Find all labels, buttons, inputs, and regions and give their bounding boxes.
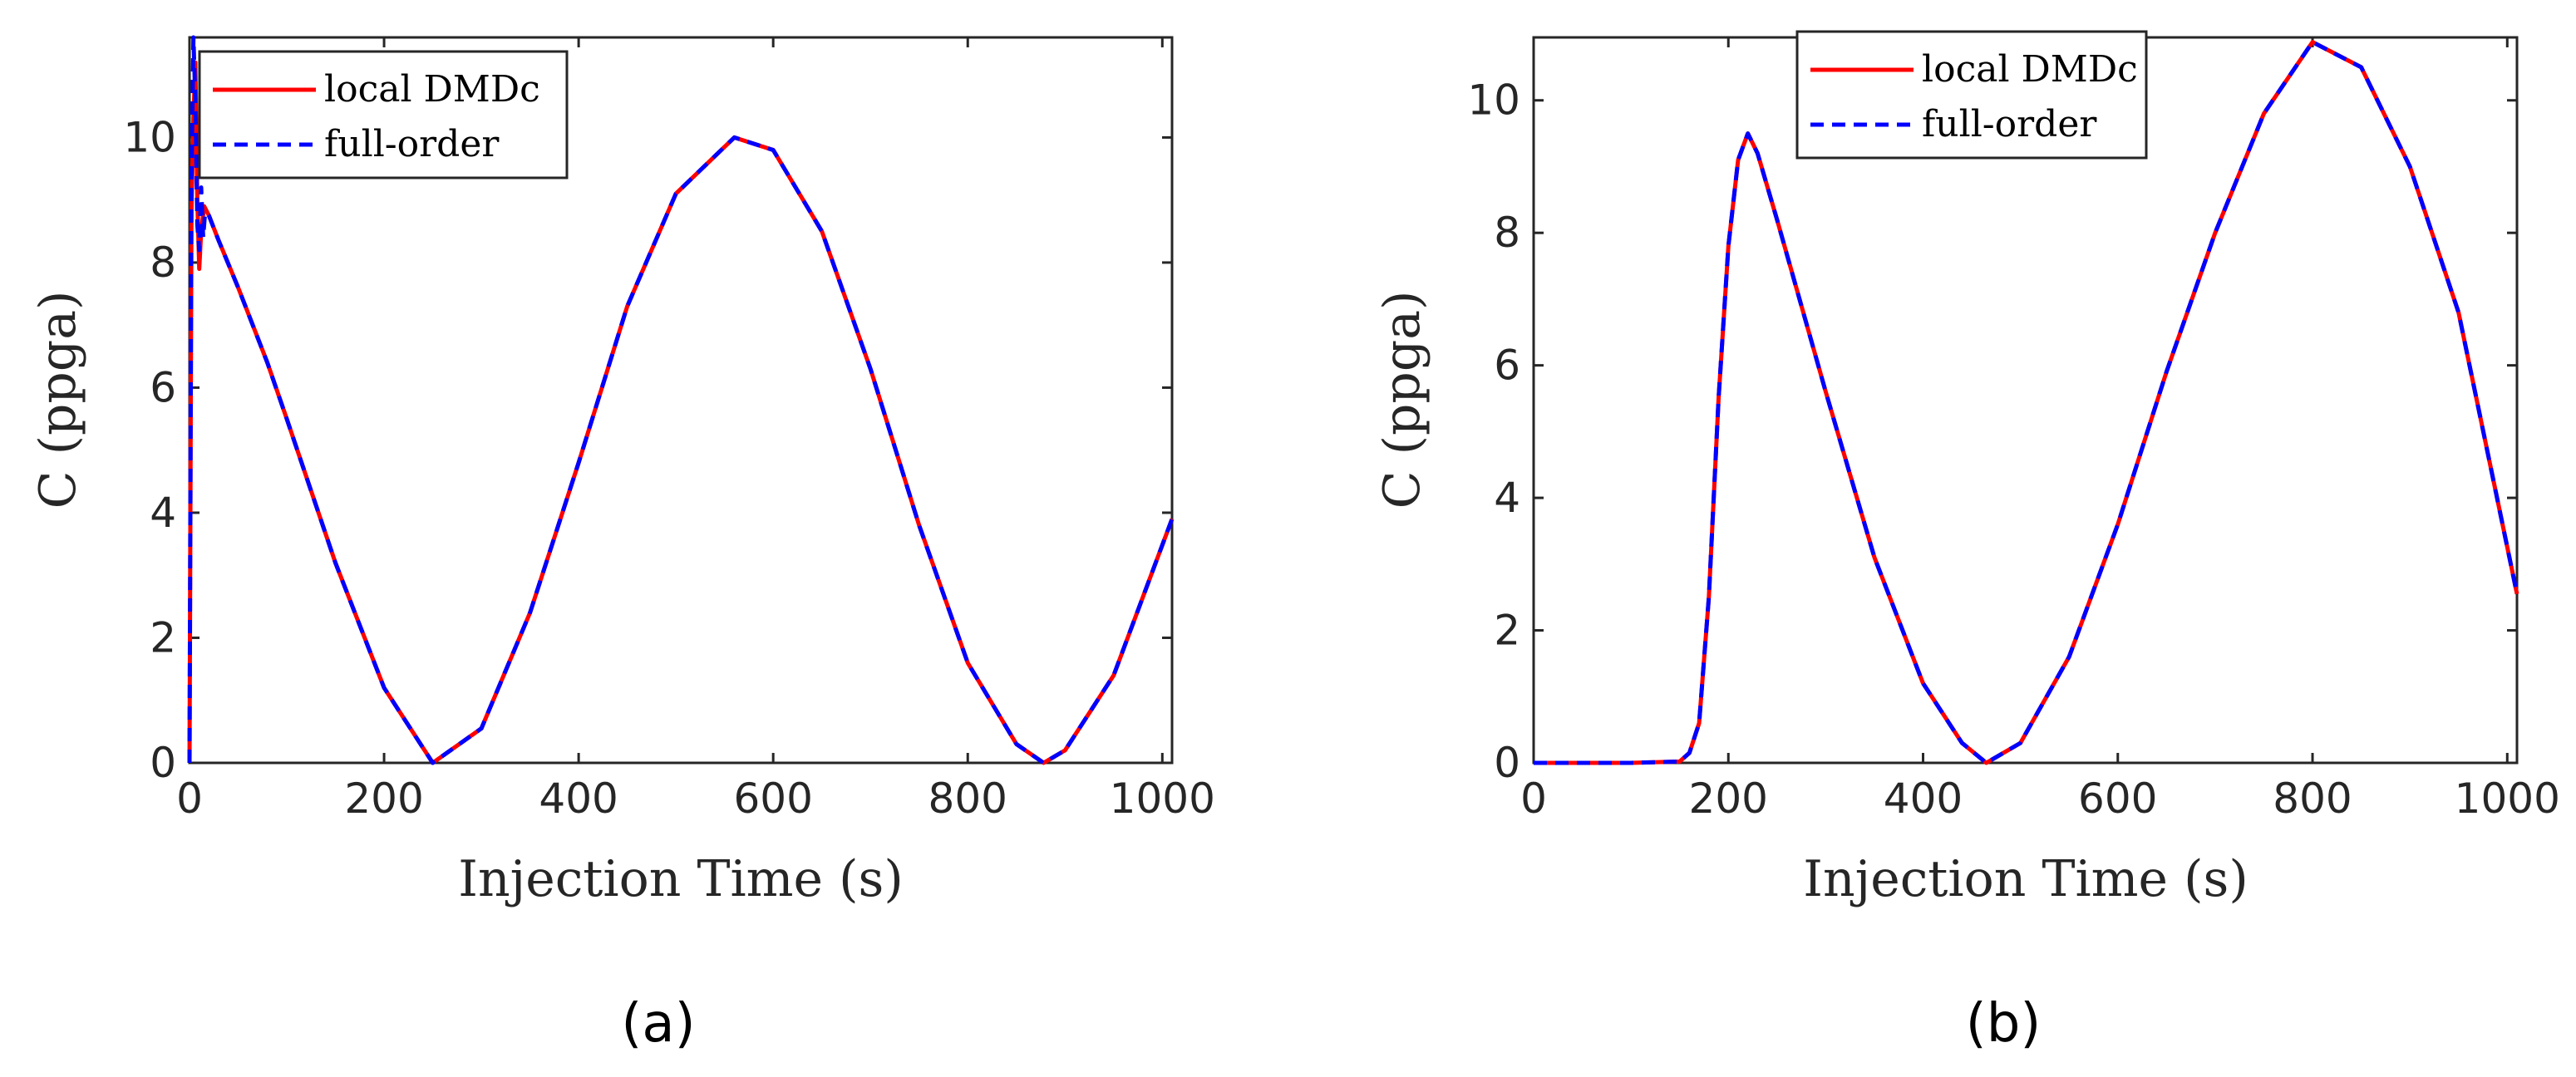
panel-a-y-axis-label: C (ppga) <box>29 291 87 509</box>
panel-b-caption: (b) <box>1966 993 2042 1055</box>
panel-a-legend: local DMDc full-order <box>198 50 569 180</box>
y-tick-label: 8 <box>150 239 176 287</box>
x-tick-label: 1000 <box>2455 775 2560 823</box>
y-tick-label: 4 <box>1494 474 1520 522</box>
x-tick-label: 200 <box>1689 775 1768 823</box>
legend-label: local DMDc <box>324 68 540 111</box>
x-tick-label: 800 <box>928 775 1007 823</box>
y-tick-label: 2 <box>1494 607 1520 655</box>
panel-a-ticks: 0 200 400 600 800 1000 0 2 4 6 8 10 <box>123 37 1215 823</box>
panel-b-series <box>1534 40 2519 765</box>
x-tick-label: 400 <box>539 775 618 823</box>
legend-box <box>1795 30 2148 160</box>
x-tick-label: 600 <box>733 775 812 823</box>
x-tick-label: 200 <box>344 775 423 823</box>
panel-a: 0 200 400 600 800 1000 0 2 4 6 8 10 local DMDc full-… <box>29 35 1215 1055</box>
y-tick-label: 4 <box>150 489 176 537</box>
y-tick-label: 0 <box>1494 739 1520 787</box>
panel-a-series <box>187 35 1175 765</box>
panel-a-x-axis-label: Injection Time (s) <box>458 850 904 908</box>
x-tick-label: 400 <box>1884 775 1963 823</box>
y-tick-label: 0 <box>150 739 176 787</box>
x-tick-label: 0 <box>176 775 203 823</box>
panel-b-ticks: 0 200 400 600 800 1000 0 2 4 6 8 10 <box>1467 37 2560 823</box>
legend-label: local DMDc <box>1922 48 2138 91</box>
x-tick-label: 1000 <box>1110 775 1215 823</box>
panel-a-caption: (a) <box>621 993 695 1055</box>
x-tick-label: 800 <box>2273 775 2352 823</box>
legend-box <box>198 50 569 180</box>
x-tick-label: 0 <box>1520 775 1547 823</box>
y-tick-label: 8 <box>1494 209 1520 257</box>
y-tick-label: 10 <box>123 113 176 161</box>
panel-b: 0 200 400 600 800 1000 0 2 4 6 8 10 local DMDc full-… <box>1373 30 2560 1055</box>
panel-b-x-axis-label: Injection Time (s) <box>1803 850 2248 908</box>
legend-label: full-order <box>1922 103 2097 145</box>
x-tick-label: 600 <box>2078 775 2157 823</box>
legend-label: full-order <box>324 123 500 165</box>
panel-b-y-axis-label: C (ppga) <box>1373 291 1431 509</box>
y-tick-label: 2 <box>150 613 176 661</box>
y-tick-label: 10 <box>1467 76 1520 125</box>
panel-b-legend: local DMDc full-order <box>1795 30 2148 160</box>
local-dmdc-series-line <box>1534 40 2519 765</box>
full-order-series-line <box>187 35 1175 765</box>
y-tick-label: 6 <box>1494 342 1520 390</box>
y-tick-label: 6 <box>150 363 176 411</box>
